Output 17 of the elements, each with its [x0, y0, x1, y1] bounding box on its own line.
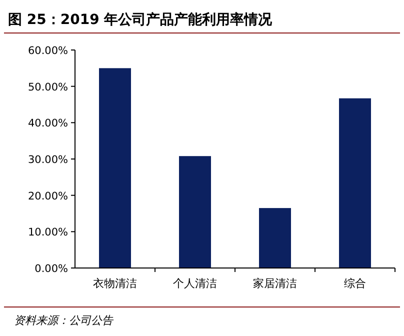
y-tick-label: 0.00%	[34, 263, 68, 275]
y-tick-label: 50.00%	[28, 81, 68, 94]
y-tick-label: 20.00%	[28, 190, 68, 202]
y-tick-label: 30.00%	[28, 154, 68, 166]
bar	[179, 156, 211, 268]
chart-title: 图 25：2019 年公司产品产能利用率情况	[8, 11, 274, 28]
bar	[259, 208, 291, 268]
y-tick-label: 10.00%	[28, 226, 68, 239]
y-tick-label: 40.00%	[28, 118, 68, 130]
x-tick-label: 家居清洁	[253, 277, 297, 290]
bar	[99, 68, 131, 268]
bar	[339, 98, 371, 268]
x-tick-label: 衣物清洁	[93, 277, 137, 290]
text: 资料来源：公司公告	[14, 314, 114, 327]
x-tick-label: 个人清洁	[173, 277, 217, 290]
y-tick-label: 60.00%	[28, 45, 68, 57]
x-tick-label: 综合	[344, 277, 366, 290]
